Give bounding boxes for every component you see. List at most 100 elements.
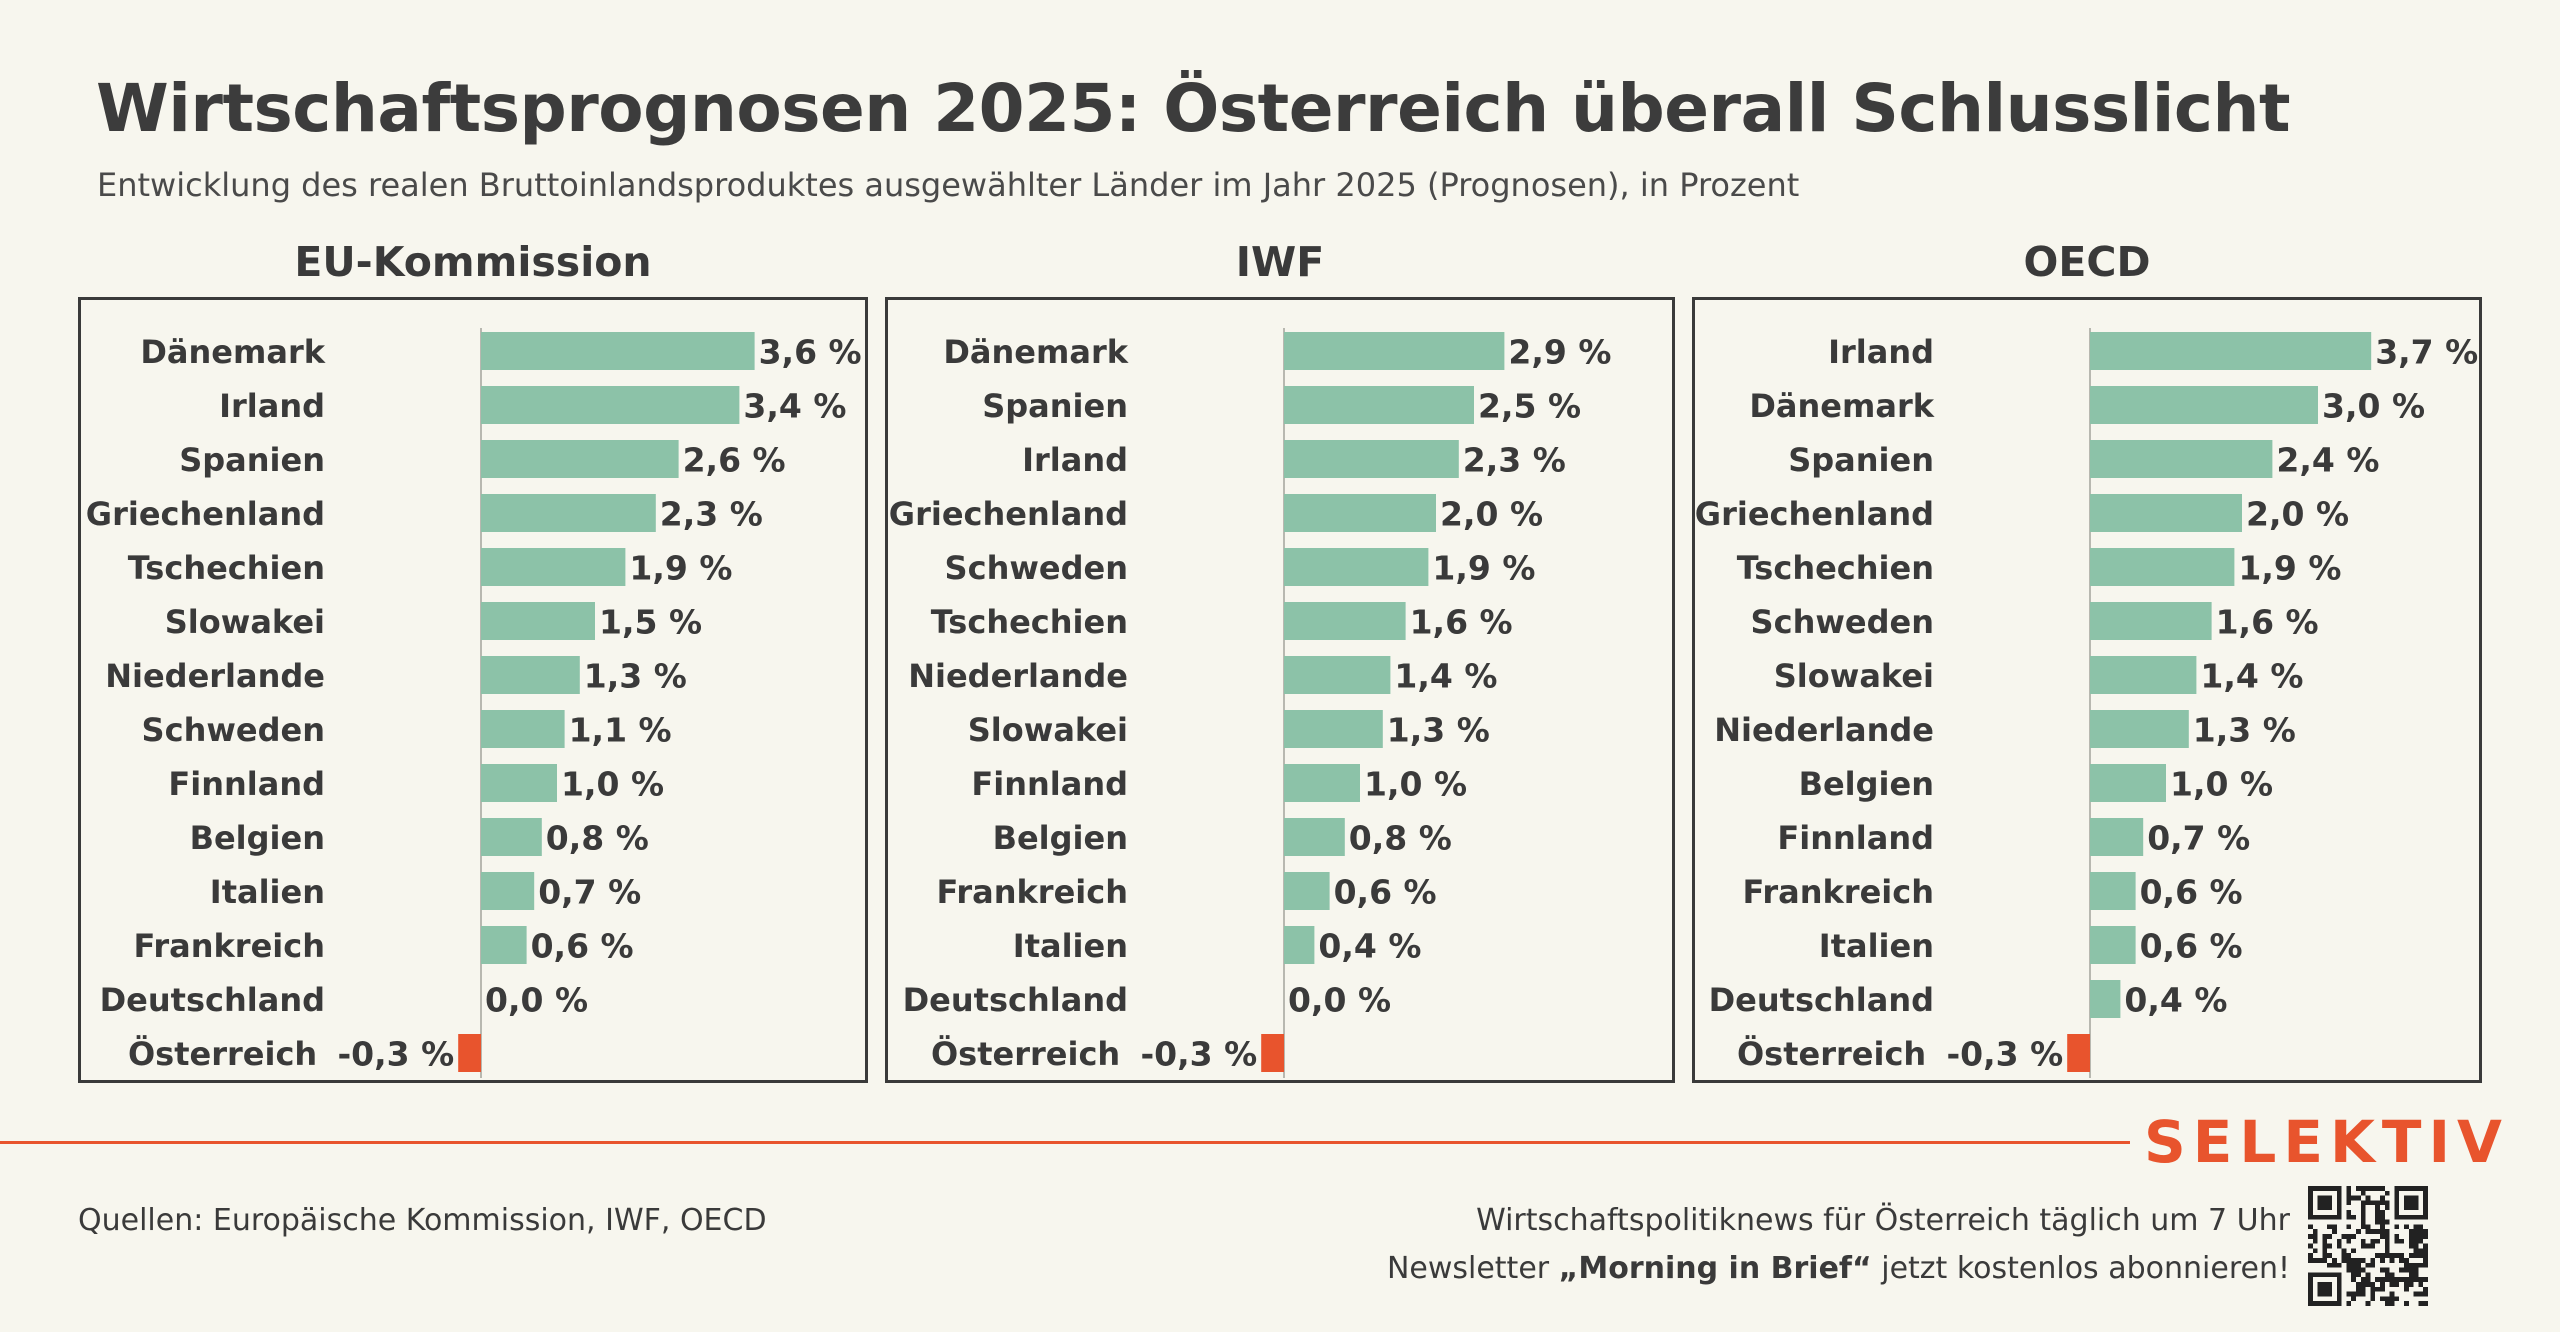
category-label: Deutschland (1709, 981, 1934, 1019)
value-label: 1,3 % (2193, 711, 2296, 750)
category-label: Dänemark (1749, 387, 1934, 425)
value-label: 0,0 % (1288, 981, 1391, 1020)
category-label: Finnland (168, 765, 325, 803)
bar (1284, 548, 1429, 586)
chart-panel-eu: 3,6 % Dänemark 3,4 % Irland 2,6 % Spanien 2,3 … (78, 297, 868, 1083)
category-label: Griechenland (1695, 495, 1934, 533)
panel-heading-eu: EU-Kommission (294, 238, 652, 286)
value-label: 1,5 % (599, 603, 702, 642)
bar (1284, 764, 1360, 802)
category-label: Italien (210, 873, 325, 911)
newsletter-promo-line2[interactable]: Newsletter „Morning in Brief“ jetzt kost… (1387, 1251, 2290, 1286)
value-label: 2,5 % (1478, 387, 1581, 426)
category-label: Finnland (1777, 819, 1934, 857)
category-label: Spanien (982, 387, 1128, 425)
value-label: 2,3 % (660, 495, 763, 534)
category-label: Slowakei (1774, 657, 1934, 695)
value-label: 3,4 % (743, 387, 846, 426)
category-label: Irland (219, 387, 325, 425)
bar (481, 440, 679, 478)
newsletter-name: „Morning in Brief“ (1558, 1251, 1872, 1286)
category-label: Belgien (190, 819, 325, 857)
category-label: Slowakei (165, 603, 325, 641)
bar (2090, 440, 2273, 478)
value-label: 1,0 % (2170, 765, 2273, 804)
value-label: 0,6 % (2140, 873, 2243, 912)
value-label: 1,0 % (1364, 765, 1467, 804)
value-label: 2,0 % (1440, 495, 1543, 534)
bar (2090, 980, 2121, 1018)
category-label: Irland (1022, 441, 1128, 479)
value-label: 1,6 % (1410, 603, 1513, 642)
category-label: Frankreich (1743, 873, 1934, 911)
chart-panel-iwf: 2,9 % Dänemark 2,5 % Spanien 2,3 % Irland 2,0 … (885, 297, 1675, 1083)
value-label: 1,3 % (1387, 711, 1490, 750)
value-label: 1,4 % (1394, 657, 1497, 696)
category-label: Österreich (931, 1035, 1120, 1073)
category-label: Schweden (1751, 603, 1934, 641)
bar (2090, 602, 2212, 640)
value-label: 3,7 % (2375, 333, 2478, 372)
bar (481, 548, 626, 586)
category-label: Tschechien (931, 603, 1128, 641)
qr-code-icon[interactable] (2308, 1186, 2428, 1306)
category-label: Irland (1828, 333, 1934, 371)
bar (2090, 926, 2136, 964)
value-label: 0,0 % (485, 981, 588, 1020)
category-label: Frankreich (937, 873, 1128, 911)
bar (458, 1034, 481, 1072)
category-label: Spanien (1788, 441, 1934, 479)
bar (481, 764, 557, 802)
bar (481, 494, 656, 532)
bar (1284, 926, 1315, 964)
value-label: 0,7 % (2147, 819, 2250, 858)
promo-text-pre: Newsletter (1386, 1251, 1559, 1286)
source-note: Quellen: Europäische Kommission, IWF, OE… (78, 1203, 767, 1238)
bar (481, 386, 740, 424)
chart-panel-oecd: 3,7 % Irland 3,0 % Dänemark 2,4 % Spanien 2,0 … (1692, 297, 2482, 1083)
value-label: 2,4 % (2276, 441, 2379, 480)
category-label: Griechenland (889, 495, 1128, 533)
bar (481, 926, 527, 964)
value-label: 1,1 % (569, 711, 672, 750)
category-label: Finnland (971, 765, 1128, 803)
value-label: 1,9 % (629, 549, 732, 588)
category-label: Deutschland (903, 981, 1128, 1019)
category-label: Belgien (993, 819, 1128, 857)
bar (481, 602, 595, 640)
category-label: Deutschland (100, 981, 325, 1019)
bar (2090, 764, 2166, 802)
bar (1284, 872, 1330, 910)
bar (1284, 494, 1436, 532)
bar-chart-oecd: 3,7 % Irland 3,0 % Dänemark 2,4 % Spanien 2,0 … (1695, 328, 2478, 1078)
value-label: 1,6 % (2216, 603, 2319, 642)
category-label: Griechenland (86, 495, 325, 533)
category-label: Schweden (142, 711, 325, 749)
newsletter-promo-line1: Wirtschaftspolitiknews für Österreich tä… (1476, 1203, 2290, 1238)
value-label: 0,4 % (1318, 927, 1421, 966)
category-label: Tschechien (1737, 549, 1934, 587)
value-label: 0,6 % (531, 927, 634, 966)
bar (481, 656, 580, 694)
category-label: Frankreich (134, 927, 325, 965)
bar (1284, 440, 1459, 478)
value-label: -0,3 % (1946, 1035, 2063, 1074)
value-label: 1,0 % (561, 765, 664, 804)
category-label: Schweden (945, 549, 1128, 587)
bar (2090, 656, 2197, 694)
category-label: Italien (1819, 927, 1934, 965)
category-label: Niederlande (105, 657, 325, 695)
category-label: Tschechien (128, 549, 325, 587)
category-label: Dänemark (943, 333, 1128, 371)
category-label: Niederlande (1714, 711, 1934, 749)
value-label: 0,6 % (1334, 873, 1437, 912)
promo-text-post: jetzt kostenlos abonnieren! (1871, 1251, 2290, 1286)
category-label: Italien (1013, 927, 1128, 965)
category-label: Slowakei (968, 711, 1128, 749)
value-label: 2,3 % (1463, 441, 1566, 480)
category-label: Österreich (128, 1035, 317, 1073)
page-title: Wirtschaftsprognosen 2025: Österreich üb… (96, 70, 2291, 147)
value-label: 2,0 % (2246, 495, 2349, 534)
brand-logo: SELEKTIV (2144, 1108, 2509, 1176)
bar (1284, 656, 1391, 694)
